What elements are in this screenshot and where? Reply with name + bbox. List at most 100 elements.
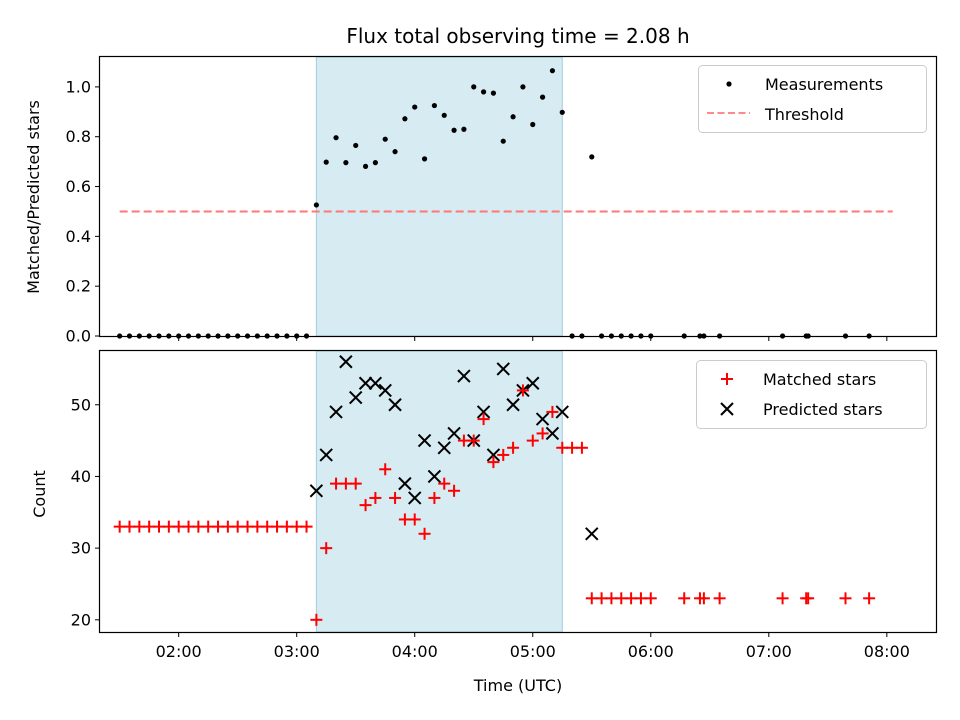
measurement-point bbox=[431, 102, 437, 109]
legend-measurements-label: Measurements bbox=[765, 75, 883, 94]
measurement-point bbox=[392, 149, 398, 155]
measurement-point bbox=[362, 163, 369, 169]
bottom-data-marks bbox=[113, 355, 876, 626]
measurement-point bbox=[559, 109, 565, 115]
matched-star-point bbox=[863, 592, 876, 605]
matched-star-point bbox=[310, 613, 323, 626]
predicted-star-point bbox=[506, 398, 520, 412]
bottom-legend-box bbox=[696, 360, 927, 429]
y-tick-label: 40 bbox=[71, 467, 91, 486]
matched-star-point bbox=[428, 491, 441, 504]
matched-star-point bbox=[300, 520, 313, 533]
measurement-point bbox=[510, 114, 516, 120]
y-tick-label: 0.4 bbox=[66, 227, 91, 246]
measurement-point bbox=[412, 104, 418, 110]
matched-star-point bbox=[477, 413, 490, 426]
matched-star-point bbox=[575, 441, 588, 454]
measurement-point bbox=[480, 89, 487, 95]
matched-star-point bbox=[369, 491, 382, 504]
matched-star-point bbox=[644, 592, 657, 605]
top-panel: Flux total observing time = 2.08 h 0.00.… bbox=[24, 24, 938, 346]
observing-window-span bbox=[315, 56, 563, 337]
matched-star-point bbox=[379, 463, 392, 476]
predicted-star-point bbox=[447, 426, 461, 441]
legend-predicted-label: Predicted stars bbox=[763, 400, 883, 419]
y-tick-label: 50 bbox=[71, 395, 91, 414]
top-axes-frame bbox=[98, 55, 938, 338]
measurement-point bbox=[402, 116, 408, 122]
predicted-star-point bbox=[555, 405, 569, 419]
measurement-point bbox=[461, 126, 467, 132]
predicted-star-point bbox=[368, 376, 383, 390]
x-axis-label: Time (UTC) bbox=[473, 676, 562, 695]
matched-star-point bbox=[839, 592, 852, 605]
legend-matched-marker bbox=[721, 373, 733, 385]
legend-predicted-marker bbox=[720, 402, 734, 416]
predicted-star-point bbox=[329, 405, 343, 419]
matched-star-point bbox=[438, 477, 451, 490]
x-tick-label: 02:00 bbox=[156, 642, 202, 661]
y-tick-label: 20 bbox=[71, 610, 91, 629]
x-tick-label: 06:00 bbox=[628, 642, 674, 661]
predicted-star-point bbox=[339, 355, 353, 369]
measurement-point bbox=[490, 90, 497, 96]
predicted-star-point bbox=[585, 527, 599, 541]
measurement-point bbox=[471, 84, 477, 90]
bottom-y-axis-label: Count bbox=[30, 470, 49, 518]
top-highlight-span bbox=[315, 56, 563, 337]
measurement-point bbox=[549, 68, 556, 74]
measurement-point bbox=[323, 159, 329, 165]
legend-threshold-label: Threshold bbox=[764, 105, 844, 124]
x-tick-label: 03:00 bbox=[274, 642, 320, 661]
predicted-star-point bbox=[427, 469, 442, 484]
measurement-point bbox=[343, 160, 349, 166]
y-tick-label: 1.0 bbox=[66, 77, 91, 96]
matched-star-point bbox=[802, 592, 815, 605]
predicted-star-point bbox=[526, 376, 540, 390]
predicted-star-point bbox=[408, 491, 422, 505]
matched-star-point bbox=[418, 527, 431, 540]
predicted-star-point bbox=[545, 426, 560, 441]
predicted-star-point bbox=[358, 376, 373, 390]
matched-star-point bbox=[349, 477, 362, 490]
top-axis-ticks: 0.0 0.2 0.4 0.6 0.8 1.0 bbox=[66, 77, 888, 346]
matched-star-point bbox=[536, 427, 549, 440]
matched-star-point bbox=[546, 405, 559, 418]
bottom-axes-frame bbox=[98, 349, 938, 634]
matched-star-point bbox=[713, 592, 726, 605]
x-tick-label: 07:00 bbox=[746, 642, 792, 661]
measurement-point bbox=[313, 202, 319, 208]
predicted-star-point bbox=[378, 383, 392, 398]
bottom-panel: 20 30 40 50 02:00 03:00 04:00 05:00 06:00 07:00 08… bbox=[30, 349, 938, 695]
y-tick-label: 0.2 bbox=[66, 277, 91, 296]
measurement-point bbox=[372, 160, 378, 166]
matched-star-point bbox=[389, 491, 402, 504]
x-tick-label: 08:00 bbox=[864, 642, 910, 661]
measurement-point bbox=[530, 121, 536, 128]
y-tick-label: 0.8 bbox=[66, 127, 91, 146]
matched-star-point bbox=[697, 592, 710, 605]
predicted-star-point bbox=[309, 484, 324, 498]
measurement-point bbox=[451, 127, 457, 133]
predicted-star-point bbox=[437, 441, 451, 455]
predicted-star-point bbox=[398, 476, 412, 491]
matched-star-point bbox=[678, 592, 691, 605]
y-tick-label: 0.0 bbox=[66, 327, 91, 346]
top-legend: Measurements Threshold bbox=[698, 65, 927, 133]
predicted-star-point bbox=[417, 433, 432, 448]
predicted-star-point bbox=[535, 412, 550, 426]
measurement-point bbox=[589, 154, 595, 160]
predicted-star-point bbox=[349, 390, 363, 405]
measurement-point bbox=[421, 156, 428, 162]
y-tick-label: 0.6 bbox=[66, 177, 91, 196]
legend-matched-label: Matched stars bbox=[763, 370, 876, 389]
measurement-point bbox=[441, 112, 447, 118]
predicted-star-point bbox=[486, 448, 501, 462]
matched-star-point bbox=[408, 513, 421, 526]
matched-star-point bbox=[526, 434, 539, 447]
predicted-star-point bbox=[496, 362, 510, 376]
y-tick-label: 30 bbox=[71, 539, 91, 558]
measurement-point bbox=[539, 94, 546, 100]
predicted-star-point bbox=[476, 405, 491, 419]
